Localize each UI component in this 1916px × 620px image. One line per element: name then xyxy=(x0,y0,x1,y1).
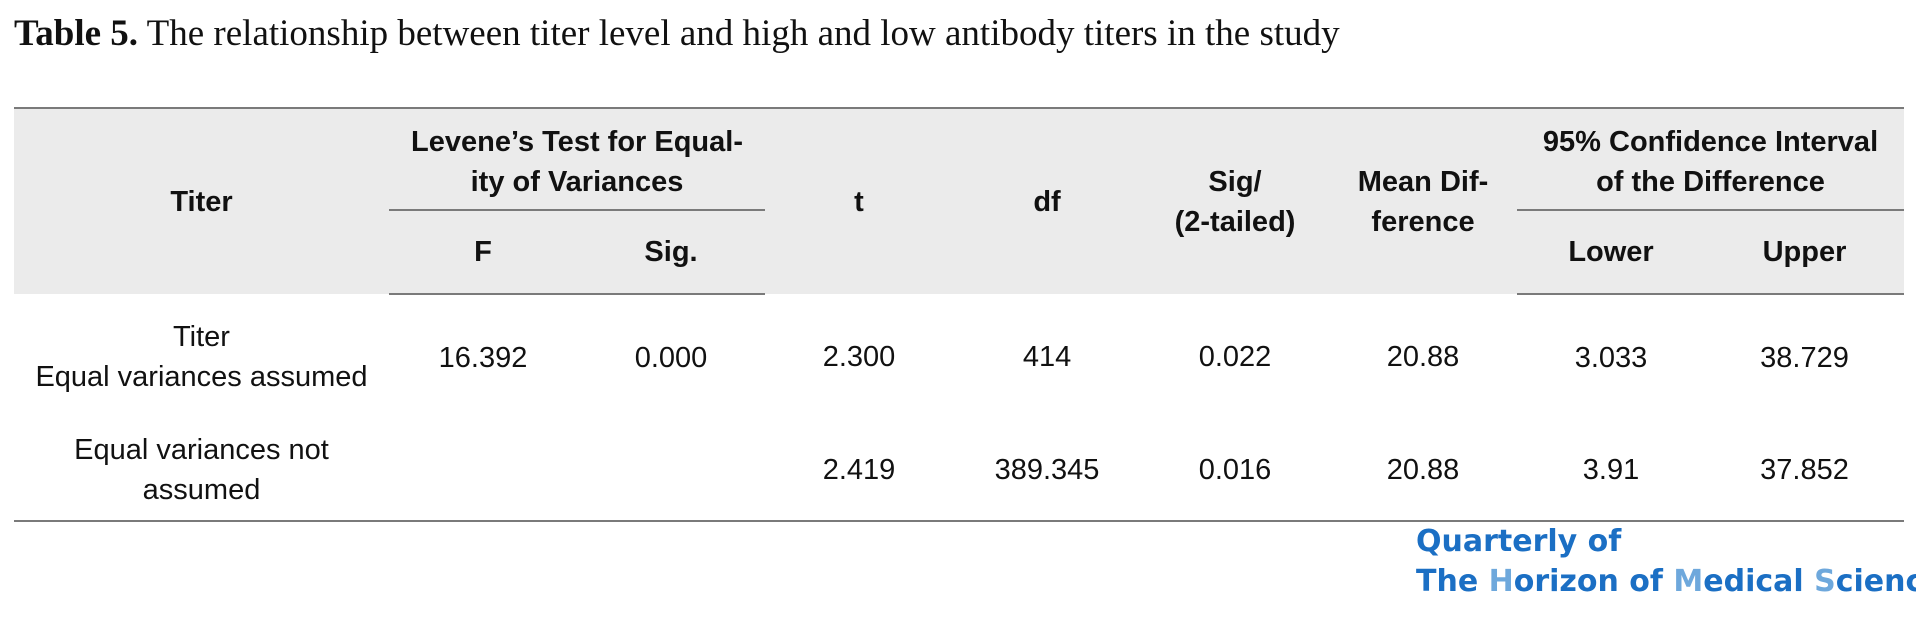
logo-text: ciences xyxy=(1835,564,1916,599)
logo-accent-letter: M xyxy=(1673,564,1704,599)
table-caption: Table 5. The relationship between titer … xyxy=(14,12,1340,55)
cell-lower: 3.91 xyxy=(1517,420,1706,522)
header-row-2: F Sig. Lower Upper xyxy=(14,210,1905,295)
table-body: Titer Equal variances assumed 16.392 0.0… xyxy=(14,294,1905,522)
journal-logo-line2: The Horizon of Medical Sciences xyxy=(1416,562,1916,602)
header-sig2-line1: Sig/ xyxy=(1208,165,1262,198)
row-label-line1: Titer xyxy=(173,321,230,353)
header-sig-2-tailed: Sig/ (2-tailed) xyxy=(1141,107,1330,294)
header-ci-group: 95% Confidence Interval of the Differenc… xyxy=(1517,107,1905,211)
header-row-1: Titer Levene’s Test for Equal- ity of Va… xyxy=(14,107,1905,294)
header-sig2-line2: (2-tailed) xyxy=(1174,205,1296,238)
header-df: df xyxy=(953,107,1142,294)
row-label-line2: Equal variances assumed xyxy=(35,361,368,393)
cell-t: 2.419 xyxy=(765,420,954,522)
cell-lower: 3.033 xyxy=(1574,341,1648,374)
cell-t: 2.300 xyxy=(822,341,896,373)
header-mean-difference: Mean Dif- ference xyxy=(1329,107,1518,294)
header-t: t xyxy=(765,107,954,294)
cell-sig-2-tailed: 0.022 xyxy=(1198,341,1272,373)
cell-upper: 38.729 xyxy=(1760,341,1849,374)
logo-text: The xyxy=(1416,564,1489,599)
table-row: Titer Equal variances assumed 16.392 0.0… xyxy=(14,294,1904,420)
cell-f: 16.392 xyxy=(438,341,528,374)
header-sig: Sig. xyxy=(577,210,766,295)
logo-text: edical xyxy=(1703,564,1815,599)
header-ci-line2: of the Difference xyxy=(1596,166,1825,198)
cell-sig: 0.000 xyxy=(634,341,708,374)
table-caption-label: Table 5. xyxy=(14,13,139,54)
cell-mean-difference: 20.88 xyxy=(1386,341,1460,373)
logo-accent-letter: H xyxy=(1488,564,1514,599)
table-row: Equal variances not assumed 2.419 389.34… xyxy=(14,420,1905,522)
row-label: Titer Equal variances assumed xyxy=(14,294,389,420)
header-levene-line2: ity of Variances xyxy=(470,166,684,198)
row-label-line1: Equal variances not xyxy=(74,434,329,466)
journal-logo-line1: Quarterly of xyxy=(1416,524,1622,559)
header-upper: Upper xyxy=(1705,210,1905,295)
row-label: Equal variances not assumed xyxy=(14,420,389,522)
logo-accent-letter: S xyxy=(1814,564,1836,599)
header-f: F xyxy=(389,210,577,295)
header-ci-line1: 95% Confidence Interval xyxy=(1542,126,1879,158)
cell-sig xyxy=(577,420,766,522)
cell-sig-2-tailed: 0.016 xyxy=(1141,420,1330,522)
header-mean-diff-line1: Mean Dif- xyxy=(1357,165,1489,198)
header-levene-group: Levene’s Test for Equal- ity of Variance… xyxy=(389,107,766,211)
cell-df: 389.345 xyxy=(953,420,1142,522)
cell-mean-difference: 20.88 xyxy=(1329,420,1518,522)
cell-f xyxy=(389,420,577,522)
table-caption-text: The relationship between titer level and… xyxy=(146,13,1340,54)
logo-text: orizon of xyxy=(1513,564,1674,599)
header-titer: Titer xyxy=(14,107,389,294)
header-lower: Lower xyxy=(1517,210,1706,295)
journal-logo: Quarterly of The Horizon of Medical Scie… xyxy=(1416,522,1916,602)
header-levene-line1: Levene’s Test for Equal- xyxy=(411,126,743,158)
cell-df: 414 xyxy=(1022,341,1072,373)
row-label-line2: assumed xyxy=(142,474,261,506)
cell-upper: 37.852 xyxy=(1705,420,1905,522)
statistics-table: Titer Levene’s Test for Equal- ity of Va… xyxy=(14,107,1905,522)
header-mean-diff-line2: ference xyxy=(1371,205,1475,238)
table-header: Titer Levene’s Test for Equal- ity of Va… xyxy=(14,107,1905,295)
